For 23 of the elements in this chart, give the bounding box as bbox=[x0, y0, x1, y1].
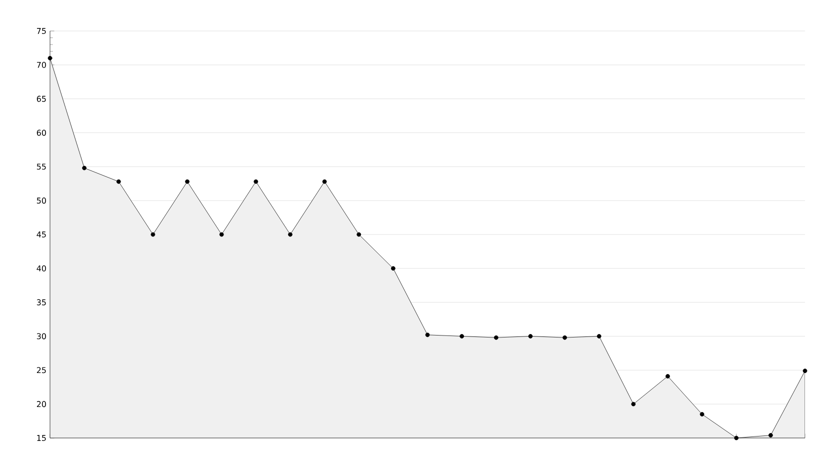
point bbox=[425, 332, 430, 338]
point bbox=[288, 232, 292, 237]
point bbox=[734, 436, 739, 440]
point bbox=[528, 334, 533, 338]
point bbox=[768, 433, 773, 438]
point bbox=[219, 232, 224, 237]
point bbox=[150, 232, 156, 237]
point bbox=[802, 368, 808, 374]
point bbox=[562, 335, 567, 340]
point bbox=[356, 232, 362, 237]
point bbox=[254, 179, 258, 184]
point bbox=[631, 402, 636, 406]
point bbox=[494, 335, 498, 340]
point bbox=[322, 179, 327, 184]
point bbox=[185, 179, 190, 184]
point bbox=[391, 266, 396, 271]
point bbox=[48, 56, 52, 60]
point bbox=[82, 166, 87, 170]
point bbox=[666, 374, 670, 378]
point bbox=[460, 334, 464, 338]
point bbox=[700, 412, 704, 416]
point bbox=[596, 334, 602, 338]
point bbox=[116, 179, 121, 184]
